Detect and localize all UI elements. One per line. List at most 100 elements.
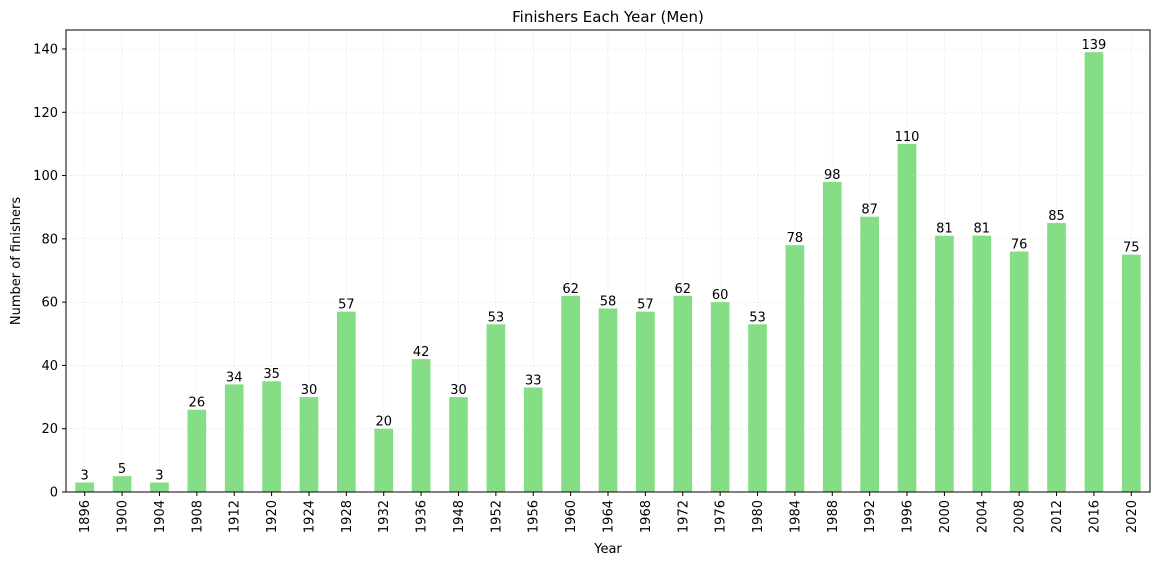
y-tick-label: 80	[41, 232, 58, 247]
bar-value-label: 57	[637, 298, 654, 313]
bar-value-label: 5	[118, 462, 126, 477]
bar-value-label: 53	[488, 310, 505, 325]
x-axis-ticks: 1896 1900 1904 1908 1912 1920 1924 1928 1932 1936…	[78, 492, 1140, 533]
bar-value-label: 3	[81, 469, 89, 484]
bar-value-label: 3	[155, 469, 163, 484]
bar	[337, 311, 356, 492]
bar-value-label: 20	[375, 415, 392, 430]
bar	[411, 359, 431, 492]
bar-value-label: 81	[974, 222, 991, 237]
bar-value-label: 33	[525, 374, 542, 389]
x-tick-label: 1932	[377, 500, 392, 533]
x-tick-label: 1988	[826, 500, 841, 533]
bar	[822, 181, 842, 492]
bar	[1047, 223, 1066, 492]
x-tick-label: 1964	[602, 500, 617, 533]
x-tick-label: 1900	[116, 500, 131, 533]
bar	[785, 245, 805, 492]
bar-value-label: 98	[824, 168, 841, 183]
bar-value-label: 26	[189, 396, 206, 411]
bar	[374, 428, 394, 492]
bar-value-label: 62	[562, 282, 579, 297]
bars	[75, 52, 1141, 493]
x-tick-label: 2008	[1013, 500, 1028, 533]
y-tick-label: 120	[33, 106, 58, 121]
y-axis-ticks: 0 20 40 60 80 100 120 140	[33, 42, 66, 501]
bar	[187, 409, 207, 492]
chart-title: Finishers Each Year (Men)	[512, 8, 704, 26]
x-tick-label: 1968	[639, 500, 654, 533]
bar-value-label: 62	[674, 282, 691, 297]
x-tick-label: 1904	[153, 500, 168, 533]
bar-value-label: 42	[413, 345, 430, 360]
x-tick-label: 2000	[938, 500, 953, 533]
bar	[299, 397, 319, 492]
x-tick-label: 1948	[452, 500, 467, 533]
bar	[748, 324, 767, 492]
bar-value-label: 87	[861, 203, 878, 218]
y-tick-label: 0	[50, 486, 58, 501]
bar-value-label: 85	[1048, 209, 1065, 224]
x-tick-label: 1976	[714, 500, 729, 533]
bar	[262, 381, 281, 492]
x-tick-label: 1972	[676, 500, 691, 533]
bar	[972, 235, 992, 492]
bar-value-label: 30	[450, 383, 467, 398]
bar	[673, 295, 693, 492]
bar	[150, 482, 169, 492]
bar-value-label: 35	[263, 367, 280, 382]
bar	[1084, 52, 1104, 492]
y-tick-label: 40	[41, 359, 58, 374]
bar-value-label: 58	[600, 294, 617, 309]
bar	[1009, 251, 1029, 492]
bar	[935, 235, 954, 492]
x-tick-label: 1920	[265, 500, 280, 533]
bar	[710, 302, 730, 492]
bar	[860, 216, 879, 493]
bar-value-label: 60	[712, 288, 729, 303]
bar-value-label: 75	[1123, 241, 1140, 256]
y-tick-label: 100	[33, 169, 58, 184]
bar	[1121, 254, 1141, 492]
bar	[523, 387, 543, 492]
bar-value-label: 139	[1082, 38, 1107, 53]
bar	[112, 476, 132, 492]
x-tick-label: 1912	[228, 500, 243, 533]
x-tick-label: 1928	[340, 500, 355, 533]
x-tick-label: 1992	[863, 500, 878, 533]
x-tick-label: 1896	[78, 500, 93, 533]
bar-value-label: 57	[338, 298, 355, 313]
bar	[561, 295, 580, 492]
x-tick-label: 1908	[190, 500, 205, 533]
x-tick-label: 1936	[415, 500, 430, 533]
bar	[224, 384, 244, 492]
x-tick-label: 1980	[751, 500, 766, 533]
x-tick-label: 2016	[1087, 500, 1102, 533]
bar	[449, 397, 468, 492]
y-tick-label: 140	[33, 42, 58, 57]
bar-value-label: 53	[749, 310, 766, 325]
bar-value-label: 76	[1011, 238, 1028, 253]
x-tick-label: 1952	[489, 500, 504, 533]
x-tick-label: 1996	[901, 500, 916, 533]
bar	[486, 324, 506, 492]
y-tick-label: 60	[41, 296, 58, 311]
bar-value-label: 34	[226, 370, 243, 385]
y-tick-label: 20	[41, 422, 58, 437]
bar-value-label: 78	[787, 231, 804, 246]
bar-value-label: 30	[301, 383, 318, 398]
x-tick-label: 1984	[788, 500, 803, 533]
x-tick-label: 1960	[564, 500, 579, 533]
bar-value-label: 81	[936, 222, 953, 237]
bar	[598, 308, 618, 492]
x-tick-label: 1956	[527, 500, 542, 533]
bar	[897, 143, 917, 493]
x-tick-label: 1924	[302, 500, 317, 533]
x-tick-label: 2004	[975, 500, 990, 533]
bar	[636, 311, 655, 492]
x-axis-title: Year	[593, 542, 622, 557]
bar-value-label: 110	[895, 130, 920, 145]
y-axis-title: Number of finishers	[9, 197, 24, 325]
